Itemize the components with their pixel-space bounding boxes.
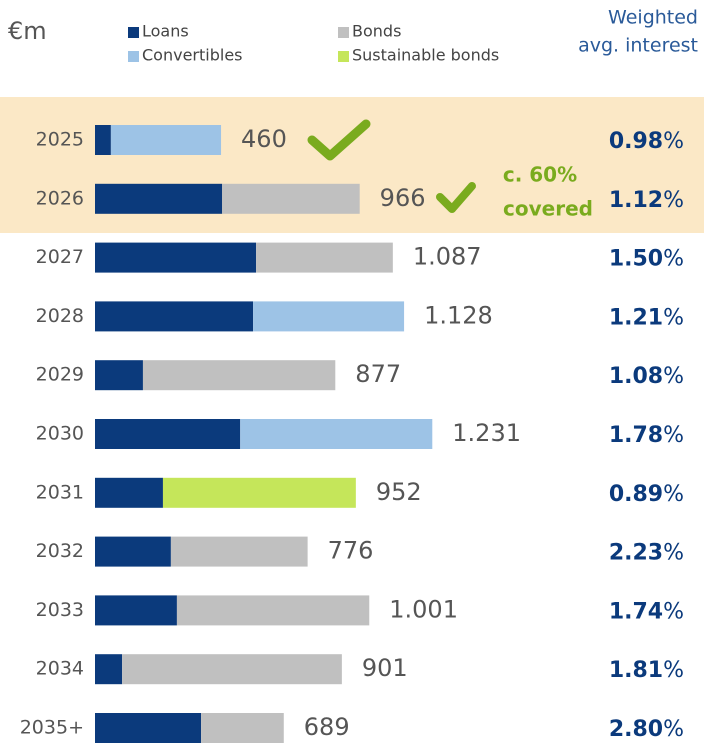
bar-segment	[95, 360, 143, 391]
total-label: 966	[380, 184, 426, 212]
total-label: 689	[304, 713, 350, 741]
interest-label: 2.23%	[609, 541, 684, 566]
y-tick-label: 2028	[36, 305, 84, 327]
legend-swatch	[338, 27, 349, 38]
total-label: 460	[241, 125, 287, 153]
y-tick-label: 2027	[36, 246, 84, 268]
interest-unit: %	[663, 305, 684, 330]
total-label: 776	[328, 537, 374, 565]
interest-label: 2.80%	[609, 717, 684, 742]
bar-segment	[95, 713, 202, 743]
interest-label: 1.21%	[609, 305, 684, 330]
interest-value: 2.23	[609, 541, 663, 566]
bar-segment	[162, 477, 356, 508]
interest-unit: %	[663, 129, 684, 154]
legend-label: Loans	[142, 22, 189, 41]
interest-unit: %	[663, 364, 684, 389]
annotation: c. 60%	[503, 163, 577, 187]
interest-value: 1.74	[609, 599, 663, 624]
y-tick-label: 2035+	[20, 717, 84, 739]
bar-segment	[122, 654, 342, 685]
total-label: 901	[362, 654, 408, 682]
bar-segment	[95, 242, 257, 273]
y-tick-label: 2033	[36, 599, 84, 621]
unit-label: €m	[8, 17, 47, 45]
interest-unit: %	[663, 247, 684, 272]
legend-swatch	[128, 27, 139, 38]
interest-value: 1.21	[609, 305, 663, 330]
interest-label: 1.81%	[609, 658, 684, 683]
legend-swatch	[338, 51, 349, 62]
y-tick-label: 2025	[36, 129, 84, 151]
bar-segment	[201, 713, 284, 743]
interest-unit: %	[663, 541, 684, 566]
bar-segment	[253, 301, 405, 332]
legend-label: Sustainable bonds	[352, 46, 499, 65]
total-label: 1.231	[452, 419, 521, 447]
bar-segment	[256, 242, 393, 273]
checkmark	[436, 182, 476, 213]
y-tick-label: 2029	[36, 364, 84, 386]
total-label: 1.087	[413, 243, 482, 271]
interest-label: 0.89%	[609, 482, 684, 507]
bar-segment	[142, 360, 336, 391]
bar-segment	[95, 183, 223, 214]
interest-label: 0.98%	[609, 129, 684, 154]
interest-label: 1.50%	[609, 247, 684, 272]
total-label: 952	[376, 478, 422, 506]
legend-swatch	[128, 51, 139, 62]
legend-label: Convertibles	[142, 46, 243, 65]
bar-segment	[95, 654, 123, 685]
total-label: 1.128	[424, 301, 493, 329]
checkmark	[307, 119, 371, 161]
interest-value: 1.08	[609, 364, 663, 389]
bar-segment	[95, 125, 111, 155]
bar-segment	[176, 595, 370, 626]
bar-segment	[95, 419, 241, 449]
interest-value: 1.78	[609, 423, 663, 448]
interest-value: 1.12	[609, 188, 663, 213]
interest-label: 1.08%	[609, 364, 684, 389]
interest-value: 1.81	[609, 658, 663, 683]
interest-label: 1.74%	[609, 599, 684, 624]
total-label: 1.001	[389, 595, 458, 623]
interest-label: 1.12%	[609, 188, 684, 213]
interest-unit: %	[663, 482, 684, 507]
legend-label: Bonds	[352, 22, 401, 41]
interest-value: 2.80	[609, 717, 663, 742]
y-tick-label: 2026	[36, 187, 84, 209]
interest-label: 1.78%	[609, 423, 684, 448]
interest-unit: %	[663, 599, 684, 624]
bar-segment	[95, 301, 254, 332]
bar-segment	[110, 125, 222, 155]
y-tick-label: 2034	[36, 658, 84, 680]
y-tick-label: 2032	[36, 540, 84, 562]
bar-segment	[95, 595, 177, 626]
interest-unit: %	[663, 188, 684, 213]
total-label: 877	[355, 360, 401, 388]
interest-value: 0.89	[609, 482, 663, 507]
interest-title: avg. interest	[578, 35, 698, 57]
interest-unit: %	[663, 423, 684, 448]
interest-unit: %	[663, 717, 684, 742]
bar-segment	[222, 183, 360, 214]
y-tick-label: 2031	[36, 481, 84, 503]
y-tick-label: 2030	[36, 423, 84, 445]
bar-segment	[240, 419, 433, 449]
interest-value: 1.50	[609, 247, 663, 272]
bar-segment	[95, 477, 163, 508]
bar-segment	[95, 536, 171, 567]
interest-title: Weighted	[608, 7, 698, 29]
bar-segment	[170, 536, 308, 567]
interest-value: 0.98	[609, 129, 663, 154]
interest-unit: %	[663, 658, 684, 683]
annotation: covered	[503, 197, 593, 221]
